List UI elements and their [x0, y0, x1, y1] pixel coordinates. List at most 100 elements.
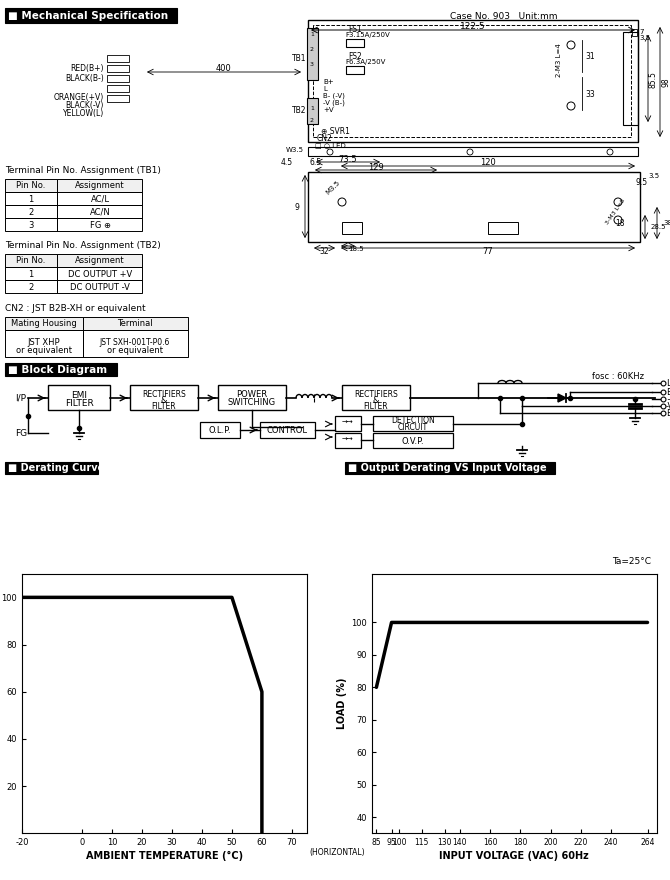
Text: or equivalent: or equivalent [107, 346, 163, 355]
Bar [57, 218, 142, 231]
Text: &: & [161, 395, 168, 405]
Bar [57, 179, 142, 192]
Bar [346, 66, 364, 74]
Text: FILTER: FILTER [364, 401, 389, 410]
Bar [308, 172, 640, 242]
Text: 18.5: 18.5 [348, 246, 364, 252]
Bar [342, 385, 410, 410]
Text: FG: FG [15, 429, 27, 437]
Bar [260, 422, 315, 438]
Text: B-: B- [666, 408, 670, 417]
Text: 85.5: 85.5 [649, 71, 657, 88]
Bar [345, 462, 555, 474]
Text: ⊕ SVR1: ⊕ SVR1 [321, 127, 350, 136]
Text: □ ○ LED: □ ○ LED [315, 142, 346, 148]
Text: 3: 3 [28, 221, 34, 230]
Bar [5, 280, 57, 293]
Text: SWITCHING: SWITCHING [228, 398, 276, 407]
Text: ORANGE(+V): ORANGE(+V) [54, 92, 104, 101]
Text: DC OUTPUT +V: DC OUTPUT +V [68, 269, 132, 278]
Text: 2-M3 L=4: 2-M3 L=4 [556, 43, 562, 77]
Text: FS2: FS2 [348, 52, 362, 61]
Text: 2: 2 [310, 47, 314, 52]
Bar [623, 32, 638, 125]
Polygon shape [558, 394, 566, 402]
Text: &: & [373, 395, 379, 405]
Text: W3.5: W3.5 [286, 147, 304, 153]
Text: ■ Block Diagram: ■ Block Diagram [8, 365, 107, 375]
Text: 33: 33 [585, 90, 595, 99]
Text: ■ Derating Curve: ■ Derating Curve [8, 463, 105, 473]
Text: 38: 38 [663, 220, 670, 226]
Text: BLACK(-V): BLACK(-V) [66, 100, 104, 109]
Text: RECTIFIERS: RECTIFIERS [354, 390, 398, 399]
Text: 400: 400 [216, 63, 232, 72]
Text: FS1: FS1 [348, 25, 362, 33]
Text: 7: 7 [639, 29, 643, 35]
Bar [107, 55, 129, 62]
Bar [83, 317, 188, 330]
Text: RECTIFIERS: RECTIFIERS [142, 390, 186, 399]
Bar [57, 267, 142, 280]
Text: O.V.P.: O.V.P. [402, 436, 424, 445]
Text: 3.5: 3.5 [639, 35, 650, 41]
Text: →→: →→ [342, 420, 354, 426]
Bar [335, 433, 361, 448]
Bar [5, 218, 57, 231]
Bar [373, 416, 453, 431]
Text: M3.5: M3.5 [325, 180, 341, 196]
Text: 1: 1 [310, 32, 314, 36]
Text: (HORIZONTAL): (HORIZONTAL) [310, 847, 365, 856]
Text: ■ Output Derating VS Input Voltage: ■ Output Derating VS Input Voltage [348, 463, 547, 473]
Text: TB2: TB2 [291, 106, 306, 114]
Text: F6.3A/250V: F6.3A/250V [345, 59, 385, 65]
Text: 2: 2 [310, 118, 314, 122]
Text: L: L [323, 86, 327, 92]
Text: 28.5: 28.5 [651, 224, 667, 230]
Text: EMI: EMI [71, 391, 87, 400]
Text: CIRCUIT: CIRCUIT [398, 422, 428, 431]
Text: DETECTION: DETECTION [391, 415, 435, 424]
Text: DC OUTPUT -V: DC OUTPUT -V [70, 282, 130, 291]
Text: +V: +V [323, 107, 334, 113]
Text: Case No. 903   Unit:mm: Case No. 903 Unit:mm [450, 11, 557, 20]
Text: B+: B+ [666, 387, 670, 397]
Text: 98: 98 [661, 77, 670, 87]
Text: Terminal Pin No. Assignment (TB2): Terminal Pin No. Assignment (TB2) [5, 240, 161, 250]
Bar [107, 85, 129, 92]
Text: 1: 1 [310, 106, 314, 111]
Text: 6.5: 6.5 [310, 158, 322, 166]
Bar [5, 179, 57, 192]
Bar [57, 254, 142, 267]
Text: I/P: I/P [15, 393, 26, 402]
Text: 4.5: 4.5 [281, 158, 293, 166]
Text: Pin No.: Pin No. [16, 255, 46, 265]
Bar [5, 192, 57, 205]
X-axis label: INPUT VOLTAGE (VAC) 60Hz: INPUT VOLTAGE (VAC) 60Hz [440, 851, 589, 862]
Bar [5, 254, 57, 267]
Text: B- (-V): B- (-V) [323, 92, 345, 99]
Text: RED(B+): RED(B+) [70, 63, 104, 72]
Bar [200, 422, 240, 438]
Bar [57, 192, 142, 205]
Text: 1: 1 [28, 194, 34, 203]
Text: 9.5: 9.5 [636, 178, 648, 187]
Bar [346, 39, 364, 47]
Text: FILTER: FILTER [151, 401, 176, 410]
Text: CN2: CN2 [317, 134, 333, 143]
Text: Mating Housing: Mating Housing [11, 319, 77, 327]
Text: L: L [666, 378, 670, 387]
Text: B+: B+ [323, 79, 334, 85]
Bar [308, 147, 638, 156]
Bar [83, 330, 188, 357]
X-axis label: AMBIENT TEMPERATURE (°C): AMBIENT TEMPERATURE (°C) [86, 851, 243, 862]
Text: FG ⊕: FG ⊕ [90, 221, 111, 230]
Text: 1: 1 [28, 269, 34, 278]
Y-axis label: LOAD (%): LOAD (%) [337, 678, 347, 730]
Text: BLACK(B-): BLACK(B-) [65, 74, 104, 83]
Text: Terminal: Terminal [117, 319, 153, 327]
Bar [57, 280, 142, 293]
Bar [307, 28, 318, 80]
Bar [5, 317, 83, 330]
Text: -V (B-): -V (B-) [323, 99, 345, 106]
